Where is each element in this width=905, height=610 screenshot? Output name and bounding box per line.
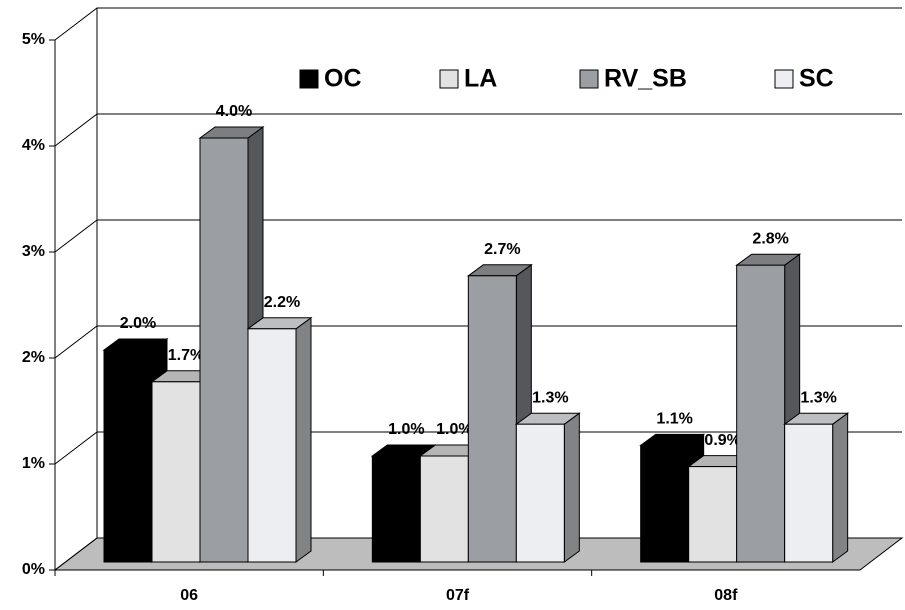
grid-line — [54, 431, 902, 465]
bar — [199, 137, 249, 563]
y-tick-label: 5% — [22, 31, 45, 48]
grid-line — [54, 537, 902, 571]
legend-swatch — [299, 69, 319, 89]
legend-swatch — [439, 69, 459, 89]
legend-label: SC — [799, 65, 834, 93]
grid-line — [54, 219, 902, 253]
bar — [688, 466, 738, 563]
legend-label: LA — [464, 65, 497, 93]
legend-label: OC — [324, 65, 362, 93]
legend-swatch — [579, 69, 599, 89]
data-label: 1.3% — [532, 389, 568, 406]
bar — [419, 455, 469, 563]
data-label: 4.0% — [216, 103, 252, 120]
y-tick-label: 2% — [22, 349, 45, 366]
x-tick-label: 06 — [180, 587, 198, 604]
data-label: 2.8% — [752, 230, 788, 247]
grid-line — [54, 7, 902, 41]
y-tick-label: 3% — [22, 243, 45, 260]
data-label: 1.1% — [656, 411, 692, 428]
bar — [736, 264, 786, 563]
x-tick-label: 07f — [446, 587, 470, 604]
x-tick-label: 08f — [714, 587, 738, 604]
bar — [103, 349, 153, 563]
bar — [247, 328, 297, 563]
bar — [640, 444, 690, 563]
data-label: 0.9% — [704, 432, 740, 449]
data-label: 2.2% — [264, 294, 300, 311]
y-tick-label: 4% — [22, 137, 45, 154]
data-label: 1.7% — [168, 347, 204, 364]
bar-side — [295, 316, 312, 563]
data-label: 2.0% — [120, 315, 156, 332]
grid-line — [54, 113, 902, 147]
bar — [515, 423, 565, 563]
bar-side — [563, 412, 580, 563]
bar — [151, 381, 201, 563]
y-tick-label: 0% — [22, 561, 45, 578]
data-label: 2.7% — [484, 241, 520, 258]
bar-side — [832, 412, 849, 563]
legend-swatch — [774, 69, 794, 89]
data-label: 1.0% — [388, 421, 424, 438]
y-tick-label: 1% — [22, 455, 45, 472]
grid-line — [54, 325, 902, 359]
bar — [371, 455, 421, 563]
data-label: 1.0% — [436, 421, 472, 438]
bar — [784, 423, 834, 563]
data-label: 1.3% — [800, 389, 836, 406]
bar — [467, 275, 517, 563]
legend-label: RV_SB — [604, 65, 687, 93]
